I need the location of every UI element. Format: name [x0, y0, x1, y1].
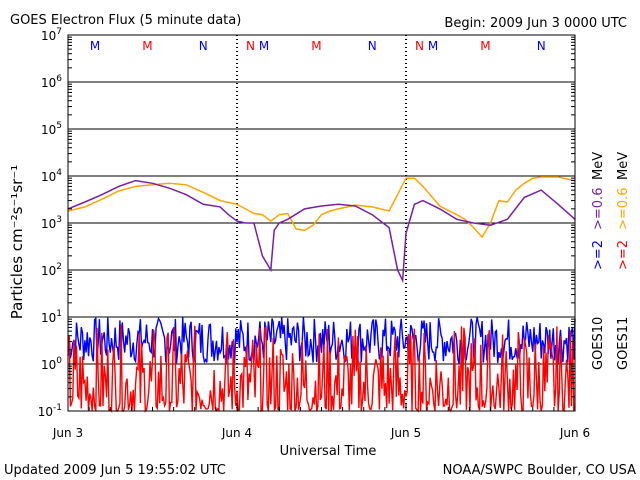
time-marker: M	[259, 39, 269, 53]
x-axis-ticks: Jun 3 Jun 4 Jun 5 Jun 6	[52, 403, 590, 440]
goes11-label: GOES11	[616, 317, 631, 370]
begin-label: Begin: 2009 Jun 3 0000 UTC	[444, 16, 627, 31]
x-tick-label: Jun 5	[390, 426, 421, 440]
y-tick-label: 102	[41, 262, 62, 278]
time-marker: M	[90, 39, 100, 53]
x-axis-label: Universal Time	[280, 444, 377, 459]
y-tick-label: 100	[41, 356, 62, 372]
time-marker: M	[480, 39, 490, 53]
y-axis-ticks: 107 106 105 104 103 102 101 100 10-1	[38, 27, 575, 419]
series-lines	[67, 176, 576, 284]
y-tick-label: 101	[41, 309, 62, 325]
footer-updated: Updated 2009 Jun 5 19:55:02 UTC	[4, 463, 226, 478]
y-tick-label: 105	[41, 121, 62, 137]
blue-series-label: >=2	[591, 240, 606, 270]
orange-series-label: >=0.6	[616, 188, 631, 230]
unit-label-left: MeV	[591, 152, 606, 180]
footer-credit: NOAA/SWPC Boulder, CO USA	[443, 463, 636, 478]
red-series-label: >=2	[616, 240, 631, 270]
series-goes10-0-6-mev	[67, 179, 576, 284]
time-marker: M	[142, 39, 152, 53]
unit-label-right: MeV	[616, 152, 631, 180]
y-tick-label: 104	[41, 168, 62, 184]
goes10-label: GOES10	[591, 317, 606, 370]
x-tick-label: Jun 6	[559, 426, 590, 440]
day-separator-lines	[236, 35, 407, 411]
y-tick-label: 10-1	[38, 403, 62, 419]
y-tick-label: 107	[41, 27, 62, 43]
chart-title: GOES Electron Flux (5 minute data)	[10, 13, 241, 28]
y-tick-label: 103	[41, 215, 62, 231]
y-tick-label: 106	[41, 74, 62, 90]
x-tick-label: Jun 3	[52, 426, 83, 440]
time-marker: N	[537, 39, 546, 53]
series-goes11-0-6-mev	[67, 176, 576, 239]
purple-series-label: >=0.6	[591, 188, 606, 230]
time-marker: N	[246, 39, 255, 53]
time-marker: M	[311, 39, 321, 53]
x-tick-label: Jun 4	[221, 426, 252, 440]
time-marker: N	[199, 39, 208, 53]
y-axis-label: Particles cm⁻²s⁻¹sr⁻¹	[8, 165, 26, 319]
series-goes10-2-mev	[67, 316, 576, 365]
right-legend: GOES10 >=2 >=0.6 MeV GOES11 >=2 >=0.6 Me…	[591, 152, 631, 370]
time-marker: N	[368, 39, 377, 53]
time-marker: M	[428, 39, 438, 53]
time-marker: N	[415, 39, 424, 53]
